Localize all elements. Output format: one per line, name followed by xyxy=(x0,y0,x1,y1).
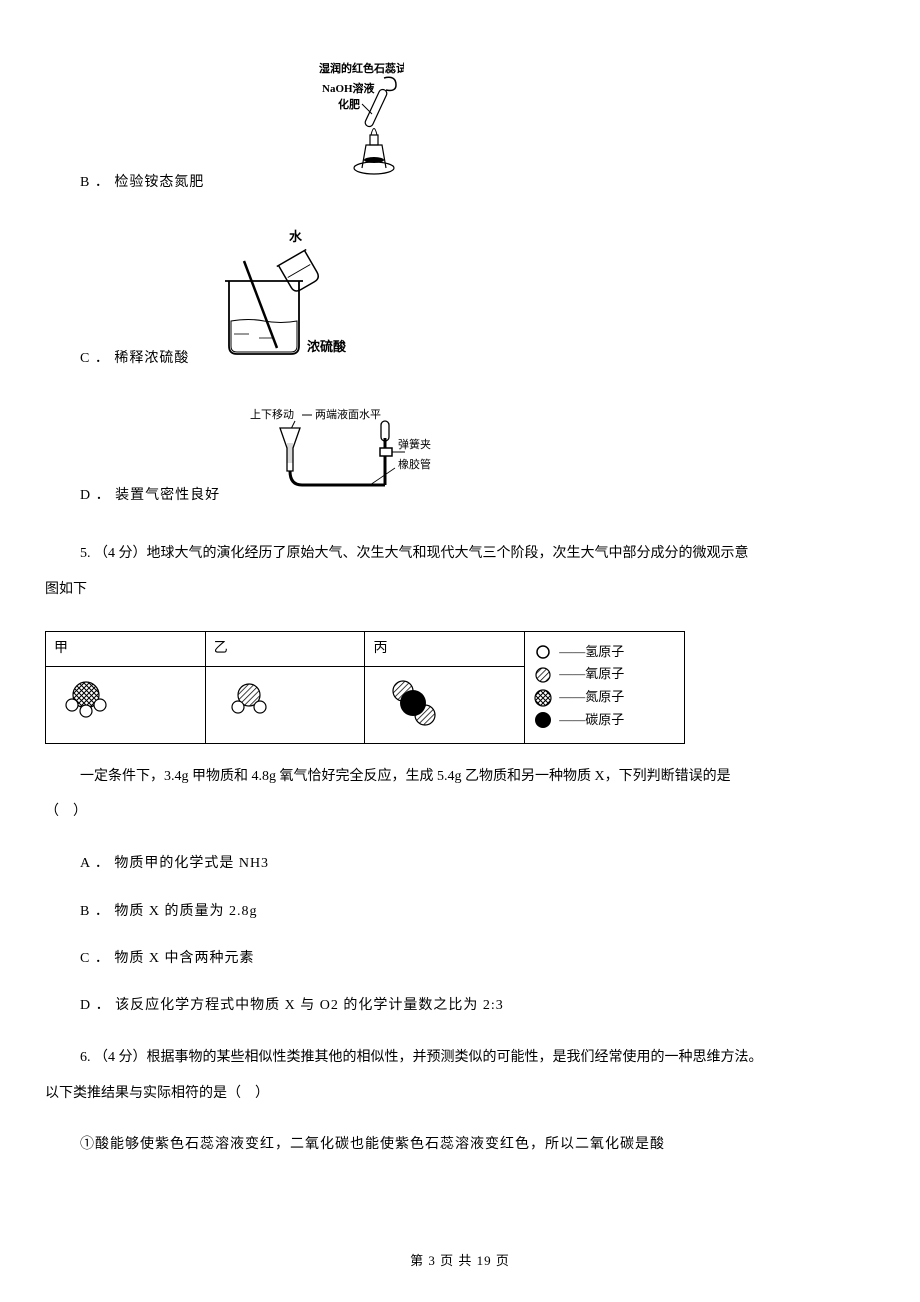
diagram-d-level: 两端液面水平 xyxy=(315,407,381,421)
diagram-b-text3: 化肥 xyxy=(338,97,360,111)
q5-cond2: （ ） xyxy=(45,797,875,828)
diagram-d-move: 上下移动 xyxy=(250,408,294,421)
legend-n: ——氮原子 xyxy=(533,687,676,708)
q5-stem2: 图如下 xyxy=(45,575,875,606)
mol-h2: 乙 xyxy=(205,631,365,666)
diagram-d: 上下移动 两端液面水平 弹簧夹 橡胶管 xyxy=(240,403,460,511)
legend-o: ——氧原子 xyxy=(533,664,676,685)
mol-h3: 丙 xyxy=(365,631,525,666)
mol-bing xyxy=(365,667,525,743)
q5-stem: 5. （4 分）地球大气的演化经历了原始大气、次生大气和现代大气三个阶段，次生大… xyxy=(45,539,875,570)
diagram-c: 水 浓硫酸 xyxy=(209,226,379,374)
option-d-label: D ． 装置气密性良好 xyxy=(45,485,220,511)
diagram-b-text2: NaOH溶液 xyxy=(322,81,376,95)
option-d-row: D ． 装置气密性良好 上下移动 两端液面水平 弹簧夹 橡胶管 xyxy=(45,403,875,511)
q5-optA: A ． 物质甲的化学式是 NH3 xyxy=(45,853,875,875)
diagram-b: 湿润的红色石蕊试纸 NaOH溶液 化肥 xyxy=(224,60,404,198)
q5-optB: B ． 物质 X 的质量为 2.8g xyxy=(45,901,875,923)
legend-c: ——碳原子 xyxy=(533,710,676,731)
diagram-d-tube: 橡胶管 xyxy=(398,457,431,471)
legend-cell: ——氢原子 ——氧原子 ——氮原子 ——碳原子 xyxy=(525,631,685,743)
q5-cond: 一定条件下，3.4g 甲物质和 4.8g 氧气恰好完全反应，生成 5.4g 乙物… xyxy=(45,762,875,793)
page-footer: 第 3 页 共 19 页 xyxy=(0,1251,920,1272)
q6-stem: 6. （4 分）根据事物的某些相似性类推其他的相似性，并预测类似的可能性，是我们… xyxy=(45,1043,875,1074)
q5-optC: C ． 物质 X 中含两种元素 xyxy=(45,948,875,970)
option-b-label: B ． 检验铵态氮肥 xyxy=(45,172,204,198)
legend-h: ——氢原子 xyxy=(533,642,676,663)
q5-optD: D ． 该反应化学方程式中物质 X 与 O2 的化学计量数之比为 2:3 xyxy=(45,995,875,1017)
diagram-d-clamp: 弹簧夹 xyxy=(398,437,431,451)
option-b-row: B ． 检验铵态氮肥 湿润的红色石蕊试纸 NaOH溶液 化肥 xyxy=(45,60,875,198)
diagram-b-text1: 湿润的红色石蕊试纸 xyxy=(319,61,404,75)
molecule-table: 甲 乙 丙 ——氢原子 ——氧原子 ——氮原子 xyxy=(45,631,685,744)
q6-stem2: 以下类推结果与实际相符的是（ ） xyxy=(45,1079,875,1110)
mol-h1: 甲 xyxy=(46,631,206,666)
q5-stem1: 5. （4 分）地球大气的演化经历了原始大气、次生大气和现代大气三个阶段，次生大… xyxy=(80,546,749,561)
diagram-c-acid: 浓硫酸 xyxy=(307,339,347,354)
mol-yi xyxy=(205,667,365,743)
diagram-c-water: 水 xyxy=(289,229,303,244)
mol-jia xyxy=(46,667,206,743)
q5-cond1: 一定条件下，3.4g 甲物质和 4.8g 氧气恰好完全反应，生成 5.4g 乙物… xyxy=(80,769,731,784)
q6-item1: ①酸能够使紫色石蕊溶液变红，二氧化碳也能使紫色石蕊溶液变红色，所以二氧化碳是酸 xyxy=(45,1134,875,1156)
option-c-label: C ． 稀释浓硫酸 xyxy=(45,348,189,374)
option-c-row: C ． 稀释浓硫酸 水 浓硫酸 xyxy=(45,226,875,374)
